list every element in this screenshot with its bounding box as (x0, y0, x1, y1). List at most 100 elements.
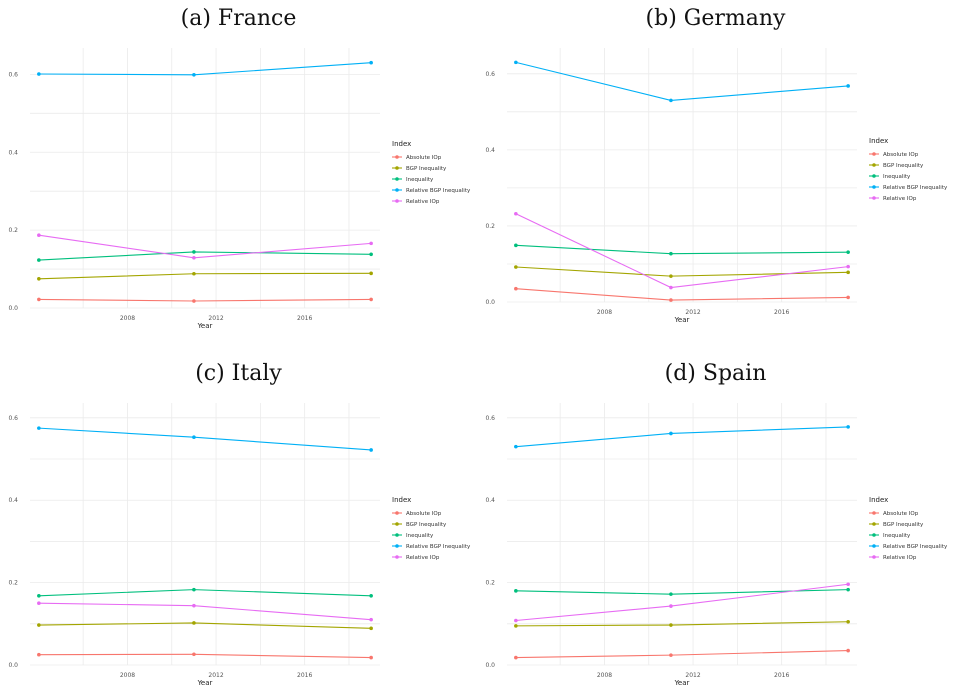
legend-swatch-point (395, 544, 399, 548)
x-tick-label: 2016 (774, 672, 789, 679)
grid (30, 403, 380, 666)
data-point (192, 603, 196, 608)
chart-title: (d) Spain (664, 361, 767, 386)
grid (507, 403, 857, 666)
legend-swatch-point (395, 533, 399, 537)
x-axis-title: Year (674, 679, 690, 687)
data-point (669, 285, 673, 290)
legend-label: BGP Inequality (883, 522, 924, 528)
data-point (846, 270, 850, 275)
x-tick-label: 2012 (685, 309, 700, 316)
data-point (37, 297, 41, 302)
data-point (369, 241, 373, 246)
data-point (846, 648, 850, 653)
data-point (669, 653, 673, 657)
chart-panel-spain: (d) Spain 0.0 0.2 0.4 0.6 2008 2012 2016 Year In… (477, 355, 954, 693)
data-point (37, 258, 41, 262)
chart-panel-germany: (b) Germany 0.0 0.2 0.4 0.6 2008 2012 2016 Year… (477, 0, 954, 346)
legend-swatch-point (872, 533, 876, 537)
data-point (37, 601, 41, 606)
legend-swatch-point (872, 555, 876, 559)
data-point (846, 425, 850, 429)
series-line (38, 234, 372, 259)
data-point (669, 592, 673, 596)
data-point (192, 72, 196, 77)
chart-panel-italy: (c) Italy 0.0 0.2 0.4 0.6 2008 2012 2016 Year In… (0, 355, 477, 693)
x-axis-title: Year (197, 679, 213, 687)
y-tick-label: 0.2 (8, 580, 18, 587)
legend-swatch-point (395, 511, 399, 515)
legend-label: BGP Inequality (406, 522, 447, 528)
y-tick-label: 0.6 (485, 415, 495, 422)
series-line (38, 298, 372, 302)
legend-label: Inequality (883, 174, 911, 180)
data-point (37, 426, 41, 430)
series-line (38, 602, 372, 621)
chart-panel-france: (a) France 0.0 0.2 0.4 0.6 2008 2012 2016 Year I… (0, 0, 477, 346)
legend-label: Relative IOp (883, 555, 917, 561)
data-point (514, 589, 518, 593)
x-tick-label: 2012 (685, 672, 700, 679)
data-point (846, 264, 850, 269)
chart-title: (a) France (180, 6, 297, 31)
data-point (192, 587, 196, 592)
chart-title: (c) Italy (195, 361, 282, 386)
y-tick-label: 0.2 (485, 580, 495, 587)
data-point (669, 604, 673, 608)
data-point (369, 60, 373, 65)
data-point (846, 582, 850, 587)
data-point (669, 623, 673, 627)
data-point (192, 435, 196, 439)
legend-label: Inequality (406, 177, 434, 183)
data-point (514, 655, 518, 660)
x-axis-title: Year (197, 322, 213, 330)
data-point (514, 265, 518, 269)
data-point (369, 271, 373, 276)
data-point (37, 652, 41, 657)
data-point (846, 295, 850, 300)
data-point (37, 72, 41, 76)
x-tick-label: 2008 (597, 672, 612, 679)
legend-swatch-point (395, 155, 399, 159)
data-point (669, 274, 673, 278)
legend-swatch-point (395, 177, 399, 181)
series-line (38, 653, 372, 659)
series-line (38, 272, 372, 280)
data-point (669, 251, 673, 256)
chart-svg: 0.0 0.2 0.4 0.6 2008 2012 2016 Year Index Absolut… (485, 48, 948, 324)
legend-swatch-point (872, 185, 876, 189)
series-line (515, 266, 849, 277)
legend-swatch-point (872, 196, 876, 200)
legend-title: Index (392, 140, 411, 148)
y-tick-label: 0.0 (485, 299, 495, 306)
data-point (514, 444, 518, 449)
legend-swatch-point (872, 511, 876, 515)
legend-label: Relative BGP Inequality (406, 544, 471, 550)
legend-label: Relative BGP Inequality (406, 188, 471, 194)
y-tick-label: 0.0 (8, 305, 18, 312)
chart-svg: 0.0 0.2 0.4 0.6 2008 2012 2016 Year Index Absolut… (8, 403, 471, 687)
data-point (846, 587, 850, 592)
legend-label: Relative IOp (406, 555, 440, 561)
legend-swatch-point (395, 522, 399, 526)
data-point (514, 243, 518, 248)
x-tick-label: 2016 (297, 672, 312, 679)
x-tick-label: 2012 (208, 672, 223, 679)
x-tick-label: 2008 (120, 672, 135, 679)
legend-label: Absolute IOp (883, 152, 919, 158)
y-tick-label: 0.2 (8, 227, 18, 234)
x-axis-title: Year (674, 316, 690, 324)
legend-swatch-point (395, 199, 399, 203)
data-point (846, 619, 850, 624)
data-point (369, 297, 373, 302)
y-tick-label: 0.4 (8, 497, 18, 504)
data-point (669, 98, 673, 103)
grid (507, 48, 857, 303)
data-point (669, 431, 673, 436)
series-line (38, 251, 372, 261)
y-tick-label: 0.6 (8, 415, 18, 422)
data-point (192, 621, 196, 625)
legend-title: Index (392, 496, 411, 504)
data-point (369, 655, 373, 660)
x-tick-label: 2008 (120, 315, 135, 322)
